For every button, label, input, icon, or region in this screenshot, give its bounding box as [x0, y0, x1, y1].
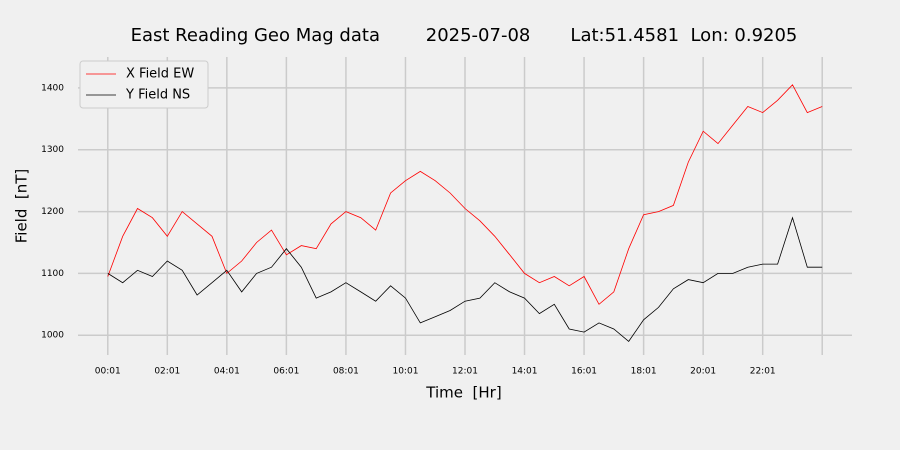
x-tick-label: 18:01	[631, 367, 657, 377]
x-tick-label: 08:01	[333, 367, 359, 377]
x-axis-label: Time [Hr]	[425, 384, 501, 402]
x-tick-label: 12:01	[452, 367, 478, 377]
x-tick-label: 14:01	[512, 367, 538, 377]
x-tick-label: 02:01	[154, 367, 180, 377]
legend-box	[79, 60, 209, 109]
data-line	[107, 84, 823, 305]
y-tick-label: 1200	[41, 207, 64, 217]
x-tick-label: 10:01	[392, 367, 418, 377]
x-tick-label: 04:01	[214, 367, 240, 377]
legend: X Field EW Y Field NS	[79, 60, 209, 109]
data-line	[107, 216, 823, 342]
y-tick-label: 1100	[41, 269, 64, 279]
x-tick-label: 06:01	[273, 367, 299, 377]
y-tick-label: 1000	[41, 331, 64, 341]
y-tick-label: 1400	[41, 83, 64, 93]
legend-label: Y Field NS	[125, 88, 190, 103]
y-tick-label: 1300	[41, 145, 64, 155]
y-axis-label: Field [nT]	[13, 169, 31, 244]
x-tick-label: 20:01	[690, 367, 716, 377]
chart-title: East Reading Geo Mag data 2025-07-08 Lat…	[131, 25, 798, 46]
legend-label: X Field EW	[126, 67, 194, 82]
x-tick-label: 16:01	[571, 367, 597, 377]
x-tick-label: 00:01	[95, 367, 121, 377]
x-tick-label: 22:01	[750, 367, 776, 377]
